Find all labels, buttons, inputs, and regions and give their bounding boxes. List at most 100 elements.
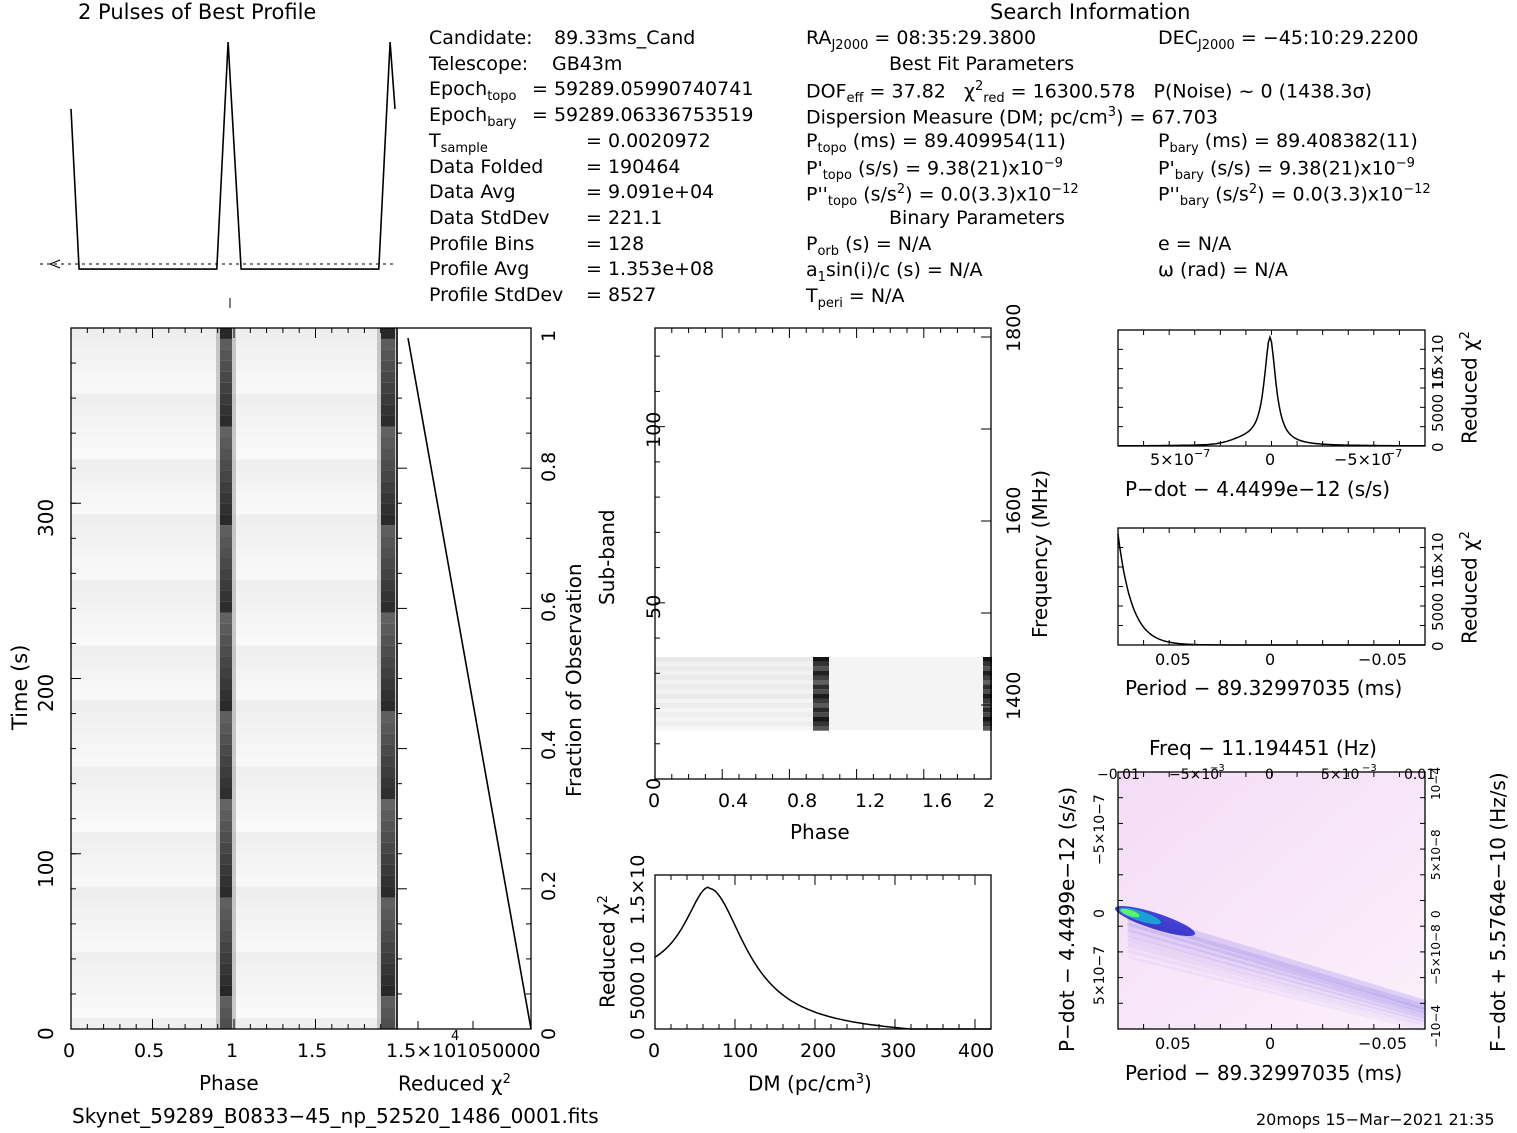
pddbary-line: P''bary (s/s2) = 0.0(3.3)x10−12 [1158,182,1431,210]
timephase-ytick: 100 [34,849,58,888]
ppdot-ytick: 5×10−7 [1092,945,1108,1005]
pulse-band-2 [381,514,395,526]
pulse-band-1 [220,328,232,340]
pulse-band-2 [381,678,395,690]
pulse-band-2 [381,360,395,373]
pulse-band-2 [381,601,395,614]
pulse-band-2 [381,328,395,340]
subband-row [655,693,813,699]
ppdot-y2label: F−dot + 5.5764e−10 (Hz/s) [1486,772,1510,1052]
g-period-frame [1117,527,1426,646]
subband-pulse-2 [983,716,992,722]
pulse-band-1 [220,952,232,964]
ppdot-y2tick: 5×10−8 [1429,829,1443,880]
profile-title: 2 Pulses of Best Profile [78,0,317,24]
pulse-band-1 [220,360,232,373]
pulse-band-2 [381,338,395,351]
asini-line: a1sin(i)/c (s) = N/A [806,259,983,285]
footer-filename: Skynet_59289_B0833−45_np_52520_1486_0001… [72,1104,599,1128]
timechi-ylabel: Fraction of Observation [562,563,586,797]
pulse-band-2 [381,996,395,1008]
dm-xtick: 300 [880,1040,917,1062]
subband-row [655,703,813,708]
info-left-label: Epochbary [429,104,517,130]
info-left-label: Telescope: [429,52,529,75]
subband-pulse-1 [813,675,829,681]
subband-row [655,716,813,722]
subband-pulse-2 [983,657,992,662]
dm-frame [654,874,992,1030]
pulse-band-1 [220,941,232,953]
omega-line: ω (rad) = N/A [1158,259,1288,281]
pulse-band-2 [381,382,395,395]
ppdot-x2tick: −0.01 [1097,767,1140,783]
pulse-band-2 [381,568,395,581]
pulse-band-1 [220,788,232,800]
g-pdot-xtick: −7 [1194,447,1211,460]
pulse-band-1 [220,820,232,833]
dm-xlabel: DM (pc/cm3) [748,1071,872,1096]
pulse-band-2 [381,777,395,789]
pulse-band-1 [220,798,232,811]
timechi-xtick: 1.5×10 [386,1040,457,1062]
info-left-value: 89.33ms_Cand [554,27,696,49]
pulse-band-2 [381,919,395,931]
pulse-band-2 [381,842,395,855]
subband-pulse-2 [983,721,992,727]
dm-ytick: 1.5×10 [627,854,649,925]
g-pdot-curve [1118,334,1425,447]
timechi-xtick: 1050000 [456,1040,541,1062]
timechi-ytick: 0 [538,1027,560,1040]
subband-pulse-1 [813,712,829,717]
dm-chi-plot [654,874,992,1030]
time-chi-plot [396,327,532,1030]
pulse-band-2 [381,579,395,592]
profile-line [70,41,396,270]
pulse-band-2 [381,558,395,570]
pulse-band-2 [381,1007,395,1019]
pulse-band-2 [381,886,395,899]
pulse-band-2 [381,547,395,559]
pulse-band-2 [381,689,395,701]
pulse-band-1 [220,634,232,647]
subband-pulse-1 [813,657,829,662]
pulse-band-1 [220,755,232,767]
subband-xtick: 0 [648,790,661,812]
pulse-band-2 [381,437,395,449]
pulse-edge [232,328,236,1029]
dm-line: Dispersion Measure (DM; pc/cm3) = 67.703 [806,105,1218,129]
ppdot-band [1127,936,1426,1023]
dof-line: DOFeff = 37.82 χ2red = 16300.578 P(Noise… [806,79,1372,107]
porb-line: Porb (s) = N/A [806,233,932,259]
pulse-band-2 [381,864,395,877]
subband-row [655,712,813,717]
pulse-band-1 [220,568,232,581]
pulse-band-1 [220,678,232,690]
ppdot-background [1118,772,1425,1029]
pulse-band-2 [381,525,395,537]
pulse-band-2 [381,755,395,767]
subband-xtick: 1.2 [855,790,886,812]
pulse-band-2 [381,809,395,822]
g-pdot-xtick: 0 [1265,450,1276,469]
pulse-band-2 [381,426,395,439]
g-period-xtick: −0.05 [1358,650,1408,669]
g-period-xtick: 0 [1265,650,1276,669]
ppdot-xtick: 0 [1265,1034,1276,1053]
pulse-band-2 [381,470,395,482]
pulse-band-2 [381,974,395,986]
subband-y2label: Frequency (MHz) [1028,469,1052,638]
subband-pulse-2 [983,670,992,676]
ppdot-ytick: −5×10−7 [1092,794,1108,865]
pulse-band-1 [220,415,232,428]
subband-ytick: 100 [643,411,665,448]
info-left-label: Data Folded [429,155,544,178]
ppdot-xtick: 0.05 [1155,1034,1191,1053]
timechi-xtick-exp: 4 [451,1029,460,1044]
g-pdot-xtick: −5×10 [1334,450,1392,469]
pulse-band-2 [381,744,395,756]
info-left-value: = 190464 [586,155,681,178]
subband-pulse-2 [983,707,992,713]
timechi-ytick: 0.8 [538,451,560,482]
ppdot-band [1127,929,1426,1020]
